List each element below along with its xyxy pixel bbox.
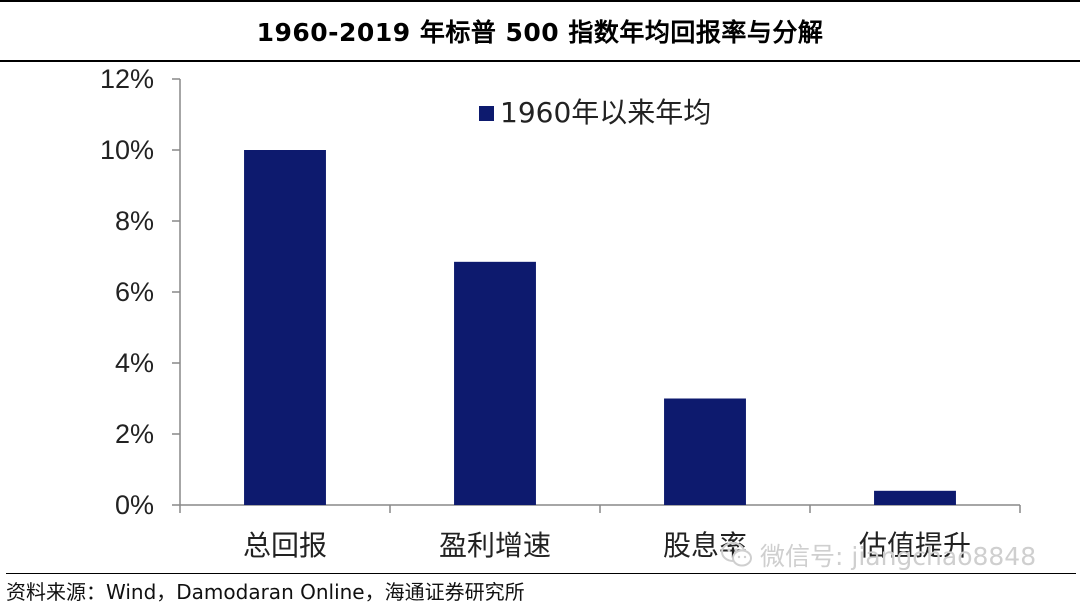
y-tick-label: 0% [115,490,154,520]
y-axis: 0% 2% 4% 6% 8% 10% 12% [100,64,181,520]
watermark: 微信号: jiangchao8848 [720,538,1036,572]
bars [244,150,956,505]
bar [874,490,956,505]
bar-chart: 0%2%4%6%8%10%12% 总回报 盈利增速 股息率 估值提升 1960年以来年… [100,64,1021,562]
y-tick-label: 8% [115,206,154,236]
y-tick-label: 6% [115,277,154,307]
chart-title-bar: 1960-2019 年标普 500 指数年均回报率与分解 [0,0,1080,62]
watermark-text: 微信号: jiangchao8848 [760,542,1037,571]
legend: 1960年以来年均 [479,96,711,129]
y-tick-label: 12% [100,64,154,94]
source-text: 资料来源：Wind，Damodaran Online，海通证券研究所 [6,580,525,604]
y-tick-label: 10% [100,135,154,165]
bar [244,150,326,505]
chart-title: 1960-2019 年标普 500 指数年均回报率与分解 [256,18,824,47]
y-tick-label: 4% [115,348,154,378]
bar [664,398,746,505]
legend-label: 1960年以来年均 [500,96,711,129]
legend-swatch [479,106,494,121]
y-tick-label: 2% [115,419,154,449]
wechat-icon [721,542,752,567]
x-tick-label: 估值提升 [859,529,971,562]
bar [454,261,536,505]
x-tick-label: 总回报 [243,529,327,562]
x-tick-label: 盈利增速 [439,529,551,562]
source-note: 资料来源：Wind，Damodaran Online，海通证券研究所 [6,573,1076,604]
